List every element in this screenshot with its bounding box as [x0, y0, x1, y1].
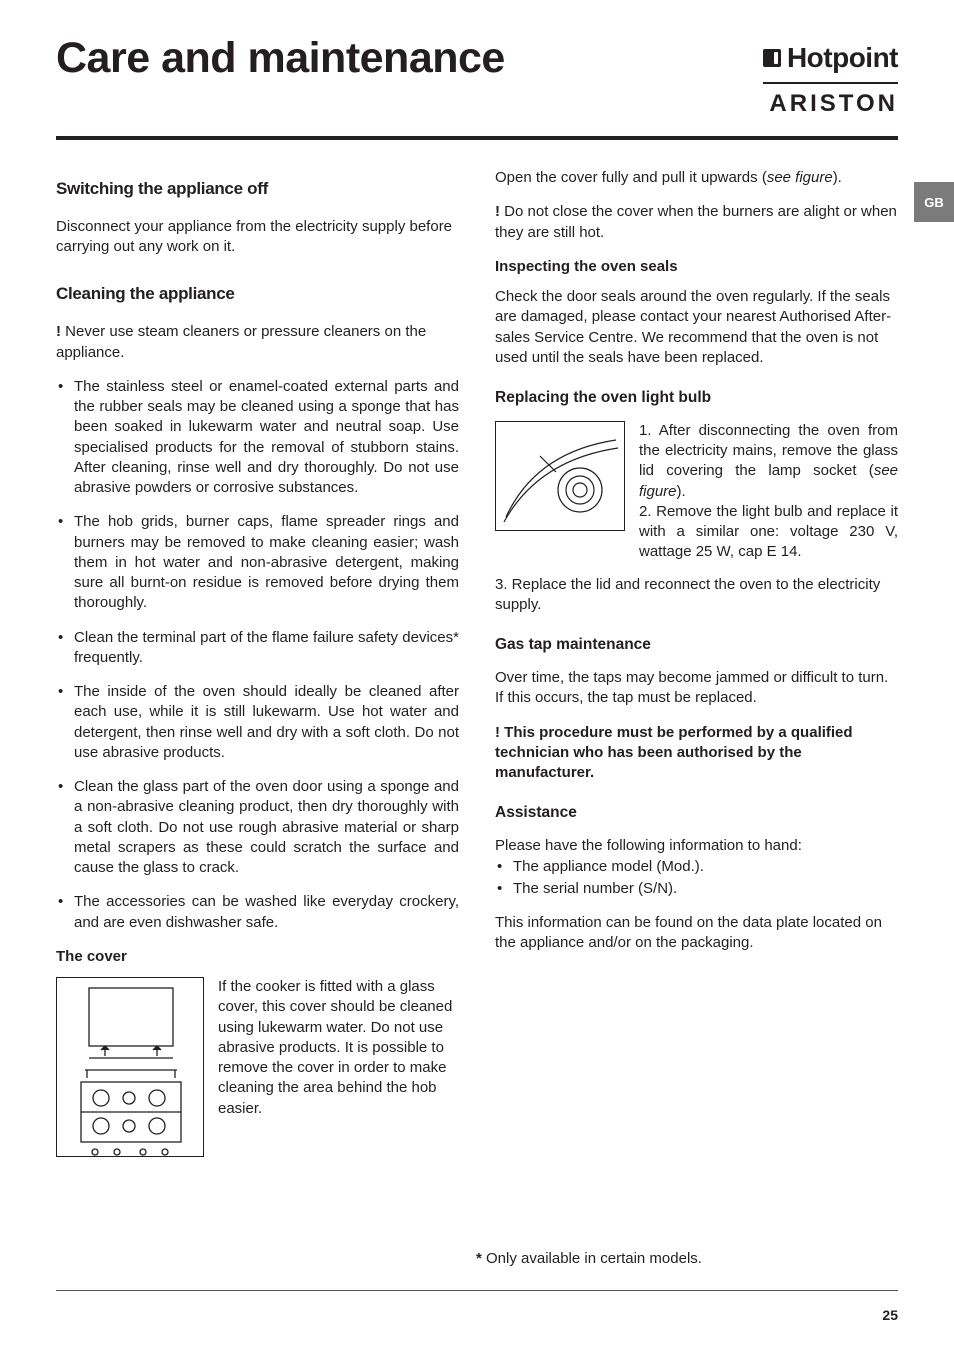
list-item: The serial number (S/N).: [495, 879, 898, 899]
gas-text: Over time, the taps may become jammed or…: [495, 668, 898, 709]
clean-warning: ! Never use steam cleaners or pressure c…: [56, 322, 459, 363]
heading-switch-off: Switching the appliance off: [56, 178, 459, 201]
cleaning-bullets: The stainless steel or enamel-coated ext…: [56, 377, 459, 933]
gas-warning-text: This procedure must be performed by a qu…: [495, 724, 853, 782]
bulb-p1a: 1. After disconnecting the oven from the…: [639, 422, 898, 480]
heading-cleaning: Cleaning the appliance: [56, 283, 459, 306]
bulb-p3: 3. Replace the lid and reconnect the ove…: [495, 575, 898, 616]
right-column: Open the cover fully and pull it upwards…: [495, 168, 898, 1169]
seals-text: Check the door seals around the oven reg…: [495, 287, 898, 368]
heading-gas: Gas tap maintenance: [495, 635, 898, 656]
page-header: Care and maintenance Hotpoint ARISTON: [56, 36, 898, 140]
open-warning: ! Do not close the cover when the burner…: [495, 202, 898, 243]
brand-divider: [763, 82, 898, 84]
list-item: Clean the glass part of the oven door us…: [56, 777, 459, 878]
brand-block: Hotpoint ARISTON: [763, 36, 898, 118]
open-cover-c: ).: [833, 169, 842, 186]
list-item: The hob grids, burner caps, flame spread…: [56, 512, 459, 613]
brand-hotpoint: Hotpoint: [787, 42, 898, 74]
lamp-figure: [495, 421, 625, 531]
page-number: 25: [882, 1307, 898, 1323]
subheading-cover: The cover: [56, 947, 459, 967]
subheading-seals: Inspecting the oven seals: [495, 257, 898, 277]
open-cover-a: Open the cover fully and pull it upwards…: [495, 169, 767, 186]
cover-text: If the cooker is fitted with a glass cov…: [218, 977, 459, 1119]
list-item: Clean the terminal part of the flame fai…: [56, 628, 459, 669]
assist-bullets: The appliance model (Mod.). The serial n…: [495, 857, 898, 900]
bulb-side-text: 1. After disconnecting the oven from the…: [639, 421, 898, 563]
switch-off-text: Disconnect your appliance from the elect…: [56, 217, 459, 258]
language-tab: GB: [914, 182, 954, 222]
assist-intro: Please have the following information to…: [495, 836, 898, 856]
cover-figure: [56, 977, 204, 1157]
open-cover-text: Open the cover fully and pull it upwards…: [495, 168, 898, 188]
clean-warning-text: Never use steam cleaners or pressure cle…: [56, 323, 426, 360]
content-columns: Switching the appliance off Disconnect y…: [56, 168, 898, 1169]
cover-figure-row: If the cooker is fitted with a glass cov…: [56, 977, 459, 1157]
bulb-p2: 2. Remove the light bulb and replace it …: [639, 503, 898, 561]
heading-bulb: Replacing the oven light bulb: [495, 388, 898, 409]
assist-outro: This information can be found on the dat…: [495, 913, 898, 954]
left-column: Switching the appliance off Disconnect y…: [56, 168, 459, 1169]
gas-warning: ! This procedure must be performed by a …: [495, 723, 898, 784]
page-title: Care and maintenance: [56, 36, 505, 81]
list-item: The stainless steel or enamel-coated ext…: [56, 377, 459, 499]
bulb-p1c: ).: [677, 483, 686, 500]
footnote: * Only available in certain models.: [476, 1250, 702, 1267]
hotpoint-logo-icon: [763, 49, 781, 67]
list-item: The accessories can be washed like every…: [56, 892, 459, 933]
bulb-figure-row: 1. After disconnecting the oven from the…: [495, 421, 898, 563]
open-warning-text: Do not close the cover when the burners …: [495, 203, 897, 240]
footer-rule: [56, 1290, 898, 1291]
list-item: The inside of the oven should ideally be…: [56, 682, 459, 763]
see-figure: see figure: [767, 169, 833, 186]
brand-ariston: ARISTON: [763, 90, 898, 118]
heading-assistance: Assistance: [495, 803, 898, 824]
footnote-text: Only available in certain models.: [482, 1250, 702, 1267]
list-item: The appliance model (Mod.).: [495, 857, 898, 877]
